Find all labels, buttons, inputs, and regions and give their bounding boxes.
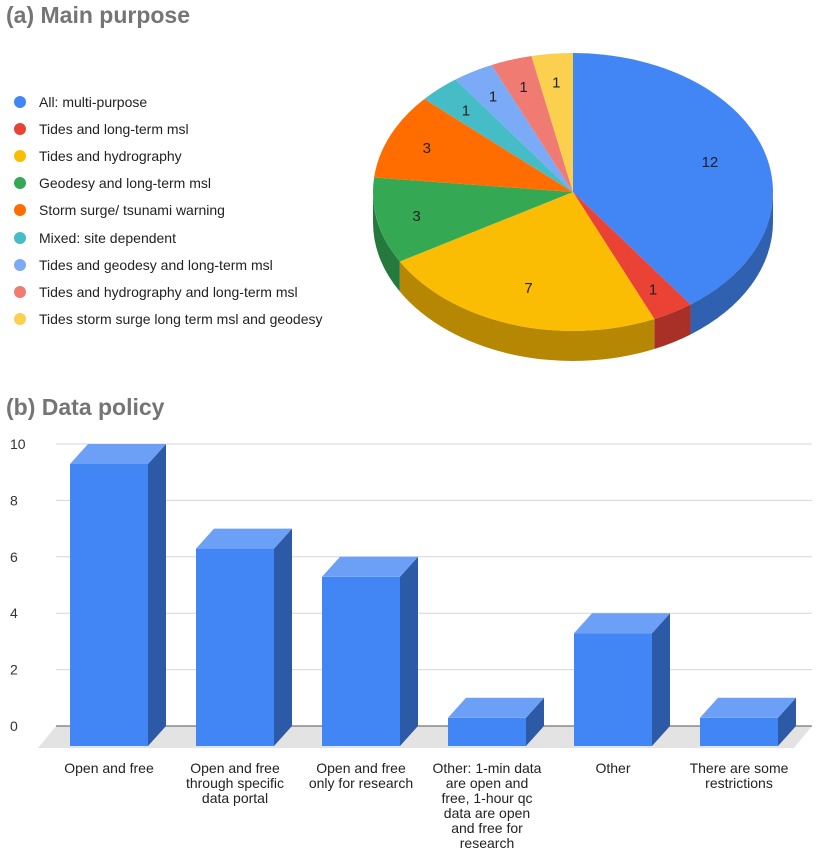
pie-slice — [491, 56, 573, 193]
legend-item: Storm surge/ tsunami warning — [14, 197, 323, 224]
legend-item: Tides and geodesy and long-term msl — [14, 251, 323, 278]
bar — [196, 528, 292, 746]
legend-item: Tides and hydrography — [14, 142, 323, 169]
x-category-label: Open and free through specific data portal — [186, 760, 284, 806]
pie-data-label: 12 — [702, 154, 719, 171]
x-category-label: Open and free — [64, 760, 154, 776]
pie-slice — [374, 98, 573, 192]
pie-slice — [573, 53, 774, 305]
pie-legend: All: multi-purpose Tides and long-term ms… — [14, 88, 323, 333]
legend-item: Mixed: site dependent — [14, 224, 323, 251]
legend-swatch — [14, 258, 26, 271]
legend-item: Tides storm surge long term msl and geod… — [14, 306, 323, 333]
legend-item: Tides and hydrography and long-term msl — [14, 278, 323, 305]
pie-slice — [455, 65, 573, 192]
legend-item: Geodesy and long-term msl — [14, 170, 323, 197]
pie-data-label: 1 — [462, 102, 470, 119]
bar — [574, 613, 670, 746]
y-tick-label: 8 — [10, 492, 18, 508]
legend-swatch — [14, 231, 26, 244]
legend-label: Geodesy and long-term msl — [39, 175, 211, 192]
pie-slice — [531, 53, 573, 192]
pie-data-label: 1 — [552, 74, 560, 91]
legend-label: Tides and geodesy and long-term msl — [39, 256, 273, 273]
y-tick-label: 4 — [10, 605, 18, 621]
legend-swatch — [14, 149, 26, 162]
legend-swatch — [14, 285, 26, 298]
legend-swatch — [14, 122, 26, 135]
x-category-label: There are some restrictions — [690, 760, 789, 791]
pie-chart: 12 1 7 3 3 1 1 1 1 — [373, 53, 774, 361]
pie-slice-side — [399, 261, 655, 361]
pie-data-label: 7 — [524, 280, 532, 297]
legend-label: Tides and long-term msl — [39, 120, 189, 137]
pie-data-label: 1 — [489, 89, 497, 106]
pie-data-label: 1 — [519, 79, 527, 96]
bar-chart-title: (b) Data policy — [6, 394, 165, 420]
pie-slice-side — [373, 192, 400, 292]
pie-data-label: 1 — [649, 281, 657, 298]
legend-item: All: multi-purpose — [14, 88, 323, 115]
legend-swatch — [14, 177, 26, 190]
x-category-label: Other: 1-min data are open and free, 1-hou… — [433, 760, 542, 850]
legend-label: Tides storm surge long term msl and geod… — [39, 311, 323, 328]
bar — [700, 697, 796, 746]
y-tick-label: 2 — [10, 662, 18, 678]
pie-slice-side — [654, 304, 691, 349]
bar — [322, 556, 418, 746]
pie-slice — [424, 79, 573, 192]
legend-swatch — [14, 95, 26, 108]
pie-slice — [573, 192, 691, 319]
pie-slice — [399, 192, 655, 332]
bar — [448, 697, 544, 746]
bar — [70, 444, 166, 746]
legend-swatch — [14, 204, 26, 217]
legend-label: Storm surge/ tsunami warning — [39, 202, 225, 219]
legend-label: Tides and hydrography — [39, 147, 182, 164]
legend-label: Mixed: site dependent — [39, 229, 176, 246]
x-category-label: Open and free only for research — [309, 760, 413, 791]
x-category-label: Other — [595, 760, 630, 776]
y-tick-label: 6 — [10, 549, 18, 565]
pie-data-label: 3 — [423, 140, 431, 157]
pie-slice-side — [690, 192, 773, 335]
legend-swatch — [14, 313, 26, 326]
legend-item: Tides and long-term msl — [14, 115, 323, 142]
legend-label: Tides and hydrography and long-term msl — [39, 283, 298, 300]
y-tick-label: 0 — [10, 718, 18, 734]
y-tick-label: 10 — [10, 436, 26, 452]
pie-slice — [373, 177, 573, 262]
pie-chart-title: (a) Main purpose — [6, 2, 191, 28]
legend-label: All: multi-purpose — [39, 93, 148, 110]
pie-data-label: 3 — [412, 208, 420, 225]
